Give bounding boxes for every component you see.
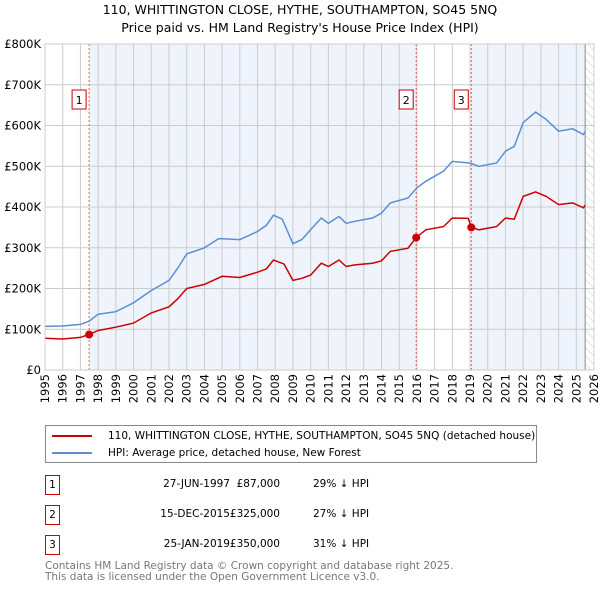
x-tick-label: 2004 xyxy=(197,374,211,403)
legend-item-property: 110, WHITTINGTON CLOSE, HYTHE, SOUTHAMPT… xyxy=(52,428,535,444)
sale-badge: 2 xyxy=(45,505,60,525)
x-tick-label: 1997 xyxy=(73,374,87,403)
sale-price: £87,000 xyxy=(236,478,280,490)
sale-date: 25-JAN-2019 xyxy=(163,538,230,550)
x-tick-label: 2024 xyxy=(552,374,566,403)
x-tick-label: 2003 xyxy=(180,374,194,403)
sale-row: 3 25-JAN-2019 £350,000 31% ↓ HPI xyxy=(45,535,545,555)
sale-row: 2 15-DEC-2015 £325,000 27% ↓ HPI xyxy=(45,505,545,525)
x-tick-label: 2009 xyxy=(286,374,300,403)
x-tick-label: 2020 xyxy=(481,374,495,403)
sale-date: 27-JUN-1997 xyxy=(163,478,230,490)
plot-area: £0 £100K £200K £300K £400K £500K £600K £700K £80… xyxy=(4,37,600,403)
sale-price: £350,000 xyxy=(229,538,280,550)
sale-point xyxy=(85,330,94,339)
sale-badge-box xyxy=(71,89,87,110)
x-tick-label: 2015 xyxy=(392,374,406,403)
x-tick-label: 2021 xyxy=(498,374,512,403)
chart-title: 110, WHITTINGTON CLOSE, HYTHE, SOUTHAMPT… xyxy=(102,2,498,17)
x-tick-label: 2019 xyxy=(463,374,477,403)
x-tick-label: 2011 xyxy=(321,374,335,403)
y-tick-label: £600K xyxy=(4,119,41,133)
y-tick-label: £700K xyxy=(4,78,41,92)
x-tick-label: 2002 xyxy=(162,374,176,403)
sale-badge: 1 xyxy=(45,475,60,495)
x-tick-label: 2012 xyxy=(339,374,353,403)
sale-hpi-diff: 27% ↓ HPI xyxy=(313,508,370,520)
legend-swatch-red xyxy=(52,435,92,437)
x-tick-label: 2001 xyxy=(144,374,158,403)
sale-hpi-diff: 31% ↓ HPI xyxy=(313,538,370,550)
sale-date: 15-DEC-2015 xyxy=(160,508,230,520)
x-tick-label: 2000 xyxy=(127,374,141,403)
legend-item-hpi: HPI: Average price, detached house, New … xyxy=(52,445,361,461)
x-tick-label: 2016 xyxy=(410,374,424,403)
sale-badge: 3 xyxy=(45,535,60,555)
x-tick-label: 1996 xyxy=(56,374,70,403)
footer-copyright: Contains HM Land Registry data © Crown c… xyxy=(45,560,454,572)
plot-border xyxy=(44,43,595,371)
y-tick-label: £200K xyxy=(4,282,41,296)
x-tick-label: 1999 xyxy=(109,374,123,403)
x-tick-label: 2006 xyxy=(233,374,247,403)
chart-subtitle: Price paid vs. HM Land Registry's House … xyxy=(121,20,479,35)
x-tick-label: 2026 xyxy=(587,374,600,403)
sale-hpi-diff: 29% ↓ HPI xyxy=(313,478,370,490)
x-tick-label: 2018 xyxy=(445,374,459,403)
x-tick-label: 1995 xyxy=(38,374,52,403)
sale-badge-label: 1 xyxy=(76,94,83,107)
x-tick-label: 2007 xyxy=(251,374,265,403)
y-tick-label: £500K xyxy=(4,159,41,173)
x-tick-label: 2010 xyxy=(304,374,318,403)
x-tick-label: 2023 xyxy=(534,374,548,403)
sale-badge-box xyxy=(398,89,414,110)
legend-swatch-blue xyxy=(52,452,92,454)
x-tick-label: 1998 xyxy=(91,374,105,403)
legend-label: 110, WHITTINGTON CLOSE, HYTHE, SOUTHAMPT… xyxy=(108,430,536,442)
y-tick-label: £100K xyxy=(4,322,41,336)
sale-badge-label: 2 xyxy=(403,94,410,107)
x-tick-label: 2017 xyxy=(428,374,442,403)
legend: 110, WHITTINGTON CLOSE, HYTHE, SOUTHAMPT… xyxy=(45,425,537,463)
sale-point xyxy=(467,223,476,232)
sale-row: 1 27-JUN-1997 £87,000 29% ↓ HPI xyxy=(45,475,545,495)
y-tick-label: £400K xyxy=(4,200,41,214)
y-tick-label: £0 xyxy=(26,363,41,377)
x-tick-label: 2008 xyxy=(268,374,282,403)
footer-licence: This data is licensed under the Open Gov… xyxy=(45,571,380,583)
legend-label: HPI: Average price, detached house, New … xyxy=(108,447,361,459)
sale-price: £325,000 xyxy=(229,508,280,520)
y-tick-label: £300K xyxy=(4,241,41,255)
x-tick-label: 2025 xyxy=(569,374,583,403)
x-tick-label: 2013 xyxy=(357,374,371,403)
sale-point xyxy=(412,233,421,242)
sale-badge-label: 3 xyxy=(458,94,465,107)
x-tick-label: 2005 xyxy=(215,374,229,403)
x-tick-label: 2014 xyxy=(374,374,388,403)
series-line xyxy=(44,111,586,328)
x-tick-label: 2022 xyxy=(516,374,530,403)
sale-badge-box xyxy=(453,89,469,110)
y-tick-label: £800K xyxy=(4,37,41,51)
series-line xyxy=(44,191,586,340)
